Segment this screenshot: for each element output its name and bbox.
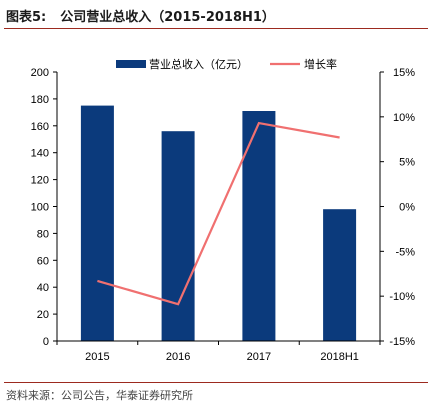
- figure-title-text: 公司营业总收入（2015-2018H1）: [60, 10, 275, 25]
- left-tick-label: 0: [43, 336, 49, 348]
- left-tick-label: 180: [31, 94, 49, 106]
- right-tick-label: -5%: [395, 246, 415, 258]
- left-tick-label: 80: [37, 228, 49, 240]
- title-rule: [4, 28, 428, 29]
- revenue-bar-2015: [80, 105, 114, 341]
- source-note: 资料来源：公司公告，华泰证券研究所: [6, 389, 193, 402]
- legend-bar-label: 营业总收入（亿元）: [149, 57, 248, 71]
- revenue-chart: 0 20 40 60 80 100 120 140 160 180 200 -15% -10% -5% 0%…: [31, 57, 416, 363]
- revenue-bar-2018H1: [323, 209, 357, 341]
- right-tick-label: 0%: [399, 202, 415, 214]
- revenue-bar-2016: [161, 131, 195, 341]
- bars-layer: [80, 105, 357, 341]
- x-tick-label: 2018H1: [320, 351, 359, 363]
- ticks-layer: 0 20 40 60 80 100 120 140 160 180 200 -15% -10% -5% 0%…: [31, 67, 416, 363]
- right-tick-label: 15%: [393, 67, 415, 79]
- figure-number: 图表5:: [6, 10, 47, 25]
- right-tick-label: -15%: [389, 336, 415, 348]
- left-tick-label: 100: [31, 202, 49, 214]
- right-tick-label: -10%: [389, 291, 415, 303]
- x-tick-label: 2015: [85, 351, 109, 363]
- growth-line-layer: [97, 121, 340, 306]
- source-rule: [4, 382, 428, 383]
- legend-line-label: 增长率: [304, 57, 337, 71]
- growth-rate-line: [97, 121, 340, 306]
- right-tick-label: 10%: [393, 112, 415, 124]
- left-tick-label: 160: [31, 121, 49, 133]
- x-tick-label: 2016: [166, 351, 190, 363]
- legend-bar-swatch: [116, 60, 146, 68]
- figure-title: 图表5: 公司营业总收入（2015-2018H1）: [6, 6, 275, 25]
- left-tick-label: 60: [37, 255, 49, 267]
- x-tick-label: 2017: [247, 351, 271, 363]
- left-tick-label: 120: [31, 175, 49, 187]
- left-tick-label: 200: [31, 67, 49, 79]
- revenue-bar-2017: [242, 111, 276, 341]
- left-tick-label: 20: [37, 309, 49, 321]
- left-tick-label: 40: [37, 282, 49, 294]
- legend: 营业总收入（亿元） 增长率: [116, 57, 337, 71]
- left-tick-label: 140: [31, 148, 49, 160]
- right-tick-label: 5%: [399, 157, 415, 169]
